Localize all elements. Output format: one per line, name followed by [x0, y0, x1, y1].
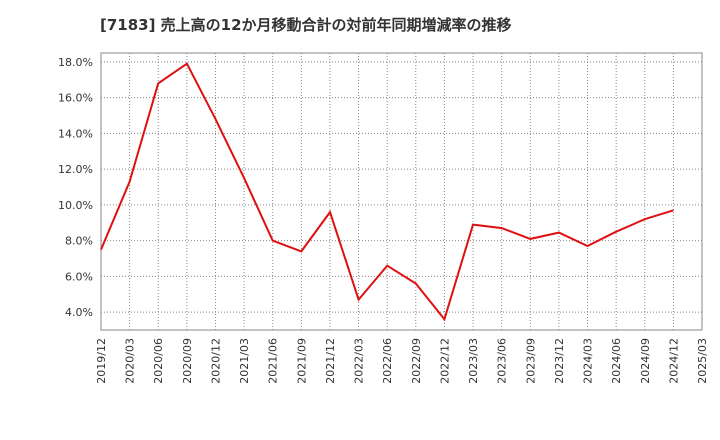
x-tick-label: 2019/12 [95, 338, 108, 384]
x-tick-label: 2022/06 [381, 338, 394, 384]
y-tick-label: 8.0% [65, 235, 93, 248]
y-tick-label: 18.0% [58, 56, 93, 69]
x-tick-label: 2024/03 [582, 338, 595, 384]
series-layer [100, 62, 674, 322]
y-tick-label: 14.0% [58, 127, 93, 140]
x-tick-label: 2024/12 [667, 338, 680, 384]
plot-frame [100, 52, 703, 331]
y-tick-label: 4.0% [65, 306, 93, 319]
x-tick-label: 2022/03 [353, 338, 366, 384]
x-tick-label: 2023/03 [467, 338, 480, 384]
x-tick-label: 2022/09 [410, 338, 423, 384]
series-line [100, 62, 674, 322]
x-tick-label: 2021/09 [295, 338, 308, 384]
chart-title: [7183] 売上高の12か月移動合計の対前年同期増減率の推移 [100, 16, 512, 34]
y-tick-label: 10.0% [58, 199, 93, 212]
y-axis: 4.0% 6.0% 8.0% 10.0% 12.0% 14.0% 16.0% 18.0% [58, 56, 93, 319]
x-tick-label: 2020/06 [152, 338, 165, 384]
x-tick-label: 2024/09 [639, 338, 652, 384]
x-tick-label: 2023/06 [496, 338, 509, 384]
x-tick-label: 2020/09 [181, 338, 194, 384]
y-tick-label: 6.0% [65, 270, 93, 283]
x-tick-label: 2020/12 [209, 338, 222, 384]
x-tick-label: 2023/12 [553, 338, 566, 384]
x-tick-label: 2021/12 [324, 338, 337, 384]
x-tick-label: 2020/03 [124, 338, 137, 384]
y-tick-label: 16.0% [58, 92, 93, 105]
x-tick-label: 2024/06 [610, 338, 623, 384]
grid-layer [101, 53, 702, 330]
y-tick-label: 12.0% [58, 163, 93, 176]
x-tick-label: 2021/03 [238, 338, 251, 384]
x-tick-label: 2021/06 [267, 338, 280, 384]
x-tick-label: 2023/09 [524, 338, 537, 384]
x-tick-label: 2022/12 [438, 338, 451, 384]
x-axis: 2019/12 2020/03 2020/06 2020/09 2020/12 2021/… [95, 338, 709, 384]
x-tick-label: 2025/03 [696, 338, 709, 384]
